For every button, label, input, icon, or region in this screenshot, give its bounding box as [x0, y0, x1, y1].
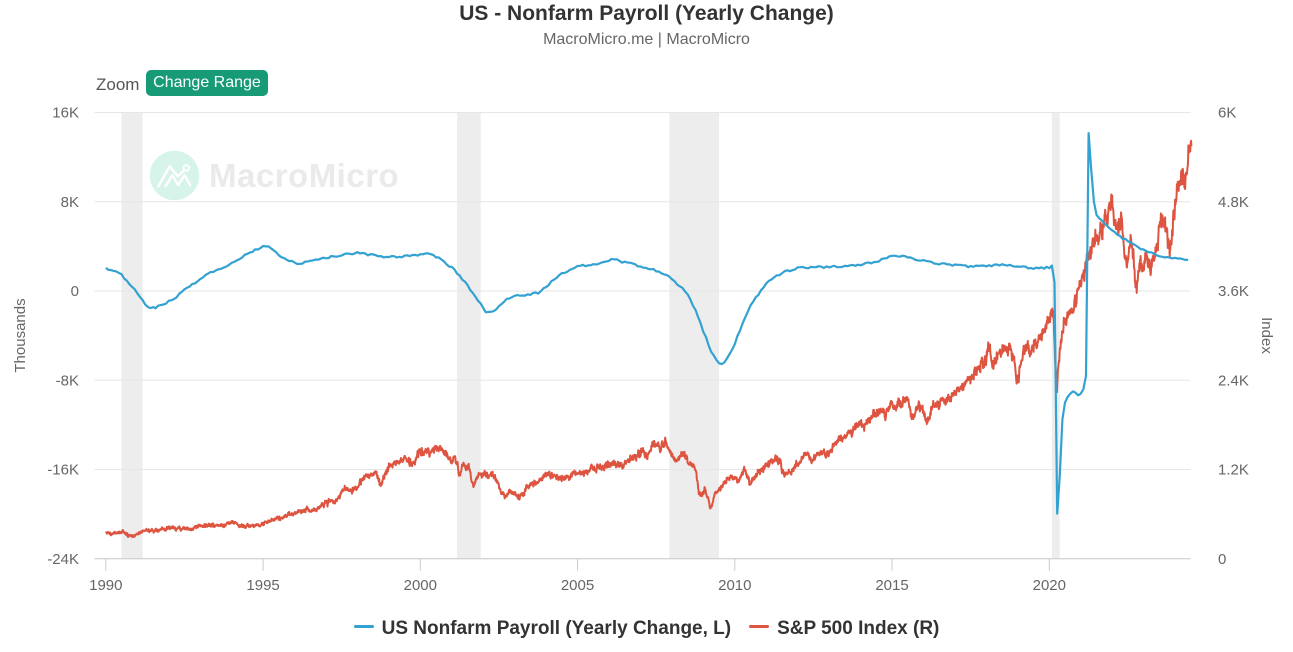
svg-text:2.4K: 2.4K — [1218, 372, 1249, 389]
svg-text:1.2K: 1.2K — [1218, 462, 1249, 479]
svg-text:8K: 8K — [61, 194, 79, 211]
svg-text:2010: 2010 — [718, 577, 751, 594]
svg-text:4.8K: 4.8K — [1218, 194, 1249, 211]
svg-text:0: 0 — [71, 283, 79, 300]
svg-text:16K: 16K — [52, 105, 79, 122]
svg-text:6K: 6K — [1218, 105, 1236, 122]
svg-text:2020: 2020 — [1033, 577, 1066, 594]
svg-text:MacroMicro: MacroMicro — [209, 157, 399, 194]
svg-text:0: 0 — [1218, 551, 1226, 568]
svg-text:1990: 1990 — [89, 577, 122, 594]
svg-text:3.6K: 3.6K — [1218, 283, 1249, 300]
svg-text:2015: 2015 — [875, 577, 908, 594]
svg-text:2000: 2000 — [404, 577, 437, 594]
svg-text:2005: 2005 — [561, 577, 594, 594]
svg-text:Thousands: Thousands — [12, 298, 29, 372]
svg-text:1995: 1995 — [246, 577, 279, 594]
svg-text:Index: Index — [1258, 317, 1275, 354]
svg-text:-24K: -24K — [47, 551, 79, 568]
svg-text:-8K: -8K — [56, 372, 79, 389]
svg-text:-16K: -16K — [47, 462, 79, 479]
